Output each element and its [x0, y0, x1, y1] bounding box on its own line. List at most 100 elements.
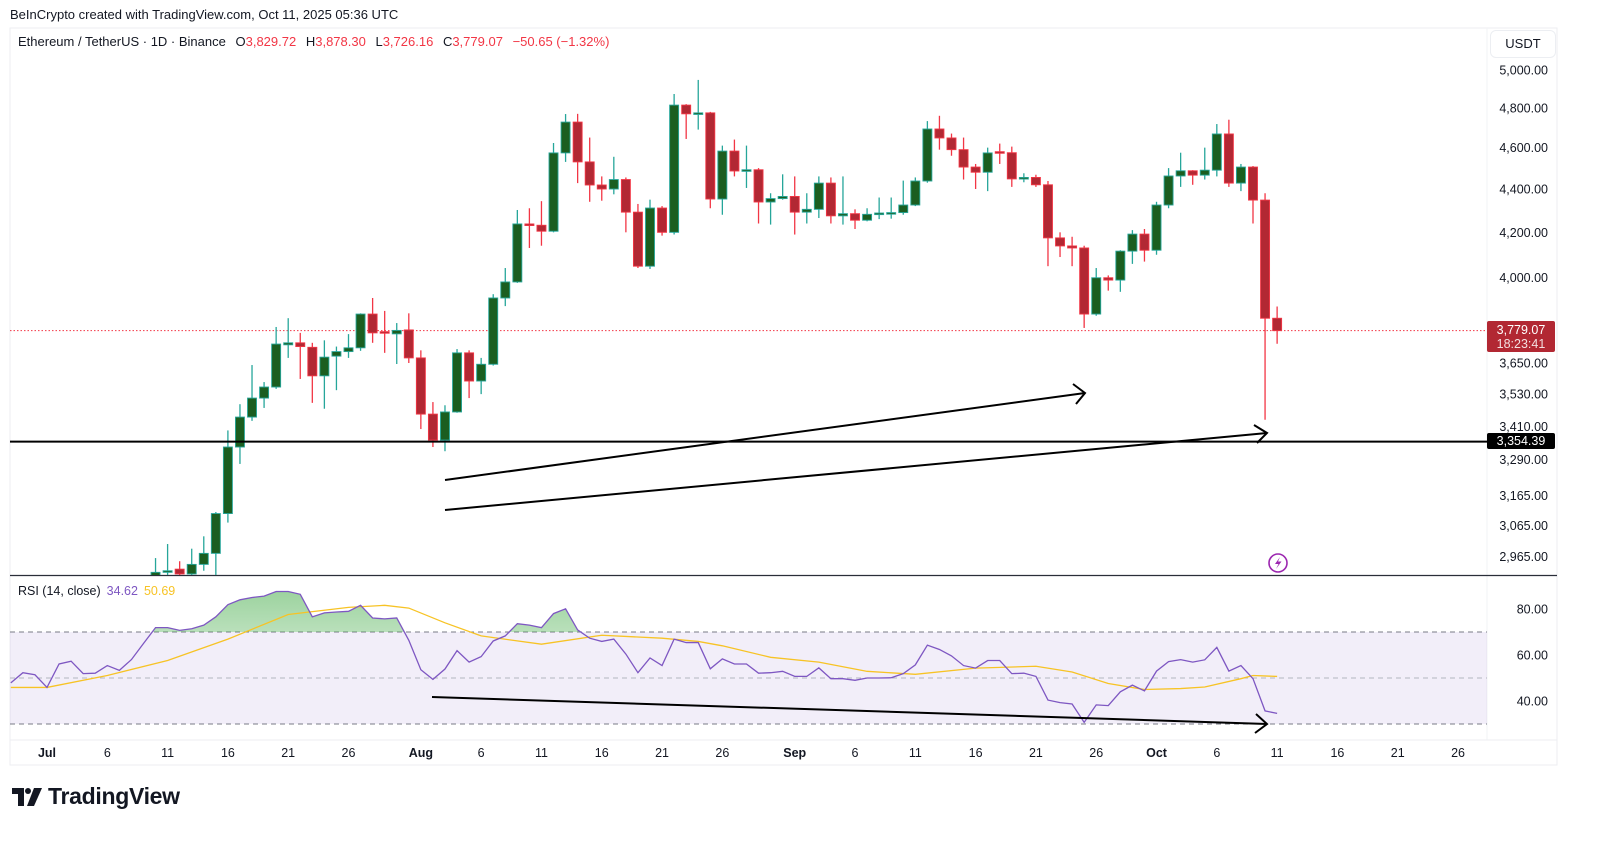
- candle[interactable]: [982, 147, 993, 192]
- candle[interactable]: [1151, 201, 1162, 255]
- candle[interactable]: [1248, 166, 1258, 224]
- candle[interactable]: [705, 111, 716, 209]
- candle[interactable]: [825, 177, 836, 224]
- candle[interactable]: [1211, 124, 1222, 177]
- candle[interactable]: [645, 199, 655, 269]
- candle[interactable]: [657, 206, 668, 236]
- candle[interactable]: [608, 156, 619, 195]
- candle[interactable]: [222, 430, 233, 523]
- candle[interactable]: [427, 402, 438, 448]
- candle[interactable]: [295, 332, 306, 379]
- rsi-divergence-arrow[interactable]: [431, 696, 1269, 734]
- candle[interactable]: [862, 208, 873, 222]
- candle[interactable]: [1079, 245, 1090, 328]
- candle[interactable]: [1018, 173, 1029, 183]
- candle[interactable]: [1115, 250, 1126, 292]
- candle[interactable]: [259, 382, 270, 408]
- lightning-bolt-icon[interactable]: [1268, 553, 1288, 573]
- candle[interactable]: [994, 143, 1005, 164]
- candle[interactable]: [572, 113, 583, 184]
- candle[interactable]: [958, 137, 969, 180]
- candle[interactable]: [1235, 163, 1246, 192]
- candle[interactable]: [1091, 268, 1102, 316]
- candle[interactable]: [1030, 174, 1041, 187]
- candle[interactable]: [500, 268, 511, 307]
- candle[interactable]: [464, 350, 475, 399]
- candle[interactable]: [946, 133, 957, 156]
- candle[interactable]: [355, 313, 366, 351]
- trend-arrow-lower[interactable]: [444, 424, 1269, 511]
- candle[interactable]: [331, 346, 342, 391]
- candle[interactable]: [403, 313, 414, 363]
- candle[interactable]: [536, 201, 547, 246]
- candle[interactable]: [247, 365, 257, 421]
- candle[interactable]: [970, 163, 981, 190]
- candle[interactable]: [1103, 275, 1114, 291]
- currency-button[interactable]: USDT: [1490, 30, 1556, 58]
- candle[interactable]: [1223, 119, 1234, 187]
- candle[interactable]: [1272, 306, 1283, 344]
- candle[interactable]: [934, 115, 945, 150]
- candle[interactable]: [307, 342, 318, 403]
- candle[interactable]: [729, 139, 740, 177]
- candle[interactable]: [765, 193, 776, 225]
- candle[interactable]: [198, 536, 209, 571]
- candle[interactable]: [874, 197, 885, 220]
- candle[interactable]: [560, 114, 571, 162]
- candle[interactable]: [1006, 146, 1017, 187]
- rsi-title[interactable]: RSI (14, close): [18, 584, 101, 598]
- candle[interactable]: [850, 209, 860, 230]
- candle[interactable]: [174, 561, 185, 583]
- candle[interactable]: [1163, 168, 1174, 209]
- candle[interactable]: [1043, 181, 1053, 267]
- candle[interactable]: [669, 93, 680, 235]
- candle[interactable]: [548, 142, 559, 233]
- candle[interactable]: [476, 357, 487, 395]
- symbol-title[interactable]: Ethereum / TetherUS · 1D · Binance: [18, 34, 226, 49]
- candle[interactable]: [777, 174, 788, 200]
- candle[interactable]: [632, 203, 643, 269]
- candle[interactable]: [813, 176, 824, 219]
- time-axis[interactable]: Jul 6 11 16 21 26 Aug 6 11 16 21 26 Sep 6 11 16 21 26 Oct 6…: [38, 746, 1465, 760]
- candle[interactable]: [753, 168, 764, 224]
- candle[interactable]: [910, 177, 921, 207]
- candle[interactable]: [391, 323, 402, 365]
- candle[interactable]: [283, 318, 294, 358]
- candle[interactable]: [741, 145, 752, 188]
- candle[interactable]: [886, 197, 897, 219]
- candle[interactable]: [898, 180, 909, 215]
- candle[interactable]: [319, 340, 330, 409]
- candle[interactable]: [838, 176, 848, 225]
- candle[interactable]: [1055, 232, 1065, 258]
- candle[interactable]: [681, 104, 692, 139]
- candle[interactable]: [1187, 170, 1198, 185]
- candle[interactable]: [922, 121, 933, 183]
- candle[interactable]: [596, 176, 607, 201]
- candle[interactable]: [210, 512, 221, 584]
- candle[interactable]: [1260, 193, 1271, 420]
- candle[interactable]: [271, 326, 282, 389]
- price-axis[interactable]: 5,000.00 4,800.00 4,600.00 4,400.00 4,200.00…: [1499, 64, 1548, 565]
- candle[interactable]: [488, 294, 499, 366]
- tradingview-logo[interactable]: TradingView: [12, 783, 180, 810]
- candle[interactable]: [512, 209, 523, 283]
- candle[interactable]: [440, 405, 450, 452]
- candle[interactable]: [524, 208, 535, 248]
- candle[interactable]: [235, 404, 245, 464]
- candle[interactable]: [1175, 152, 1186, 187]
- candle[interactable]: [150, 558, 161, 584]
- candle[interactable]: [379, 310, 390, 353]
- trend-arrow-upper[interactable]: [444, 383, 1087, 481]
- candle[interactable]: [452, 349, 462, 413]
- candle[interactable]: [367, 297, 378, 343]
- candle[interactable]: [415, 350, 426, 430]
- rsi-axis[interactable]: 80.00 60.00 40.00: [1517, 603, 1548, 709]
- candle[interactable]: [584, 137, 595, 202]
- candle[interactable]: [717, 145, 728, 215]
- candle[interactable]: [620, 177, 631, 233]
- candle[interactable]: [693, 79, 704, 130]
- candle[interactable]: [162, 544, 173, 584]
- candle[interactable]: [343, 334, 354, 358]
- candle[interactable]: [1139, 229, 1150, 262]
